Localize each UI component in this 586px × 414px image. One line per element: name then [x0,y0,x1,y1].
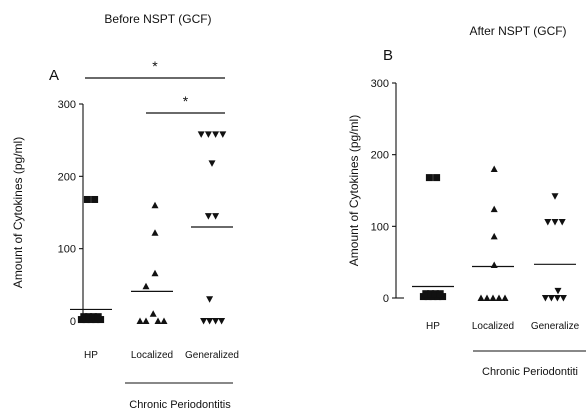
data-point [425,174,433,182]
data-point [489,294,497,301]
data-point [551,193,559,200]
x-tick-label: HP [426,321,440,332]
data-point [149,310,157,317]
data-point [154,317,162,324]
significance-star: * [152,58,158,74]
data-point [160,317,168,324]
data-point [558,219,566,226]
y-tick-label: 200 [371,150,389,162]
data-point [218,318,226,325]
y-axis-label: Amount of Cytokines (pg/ml) [11,137,25,288]
data-point [547,295,555,302]
panel-label: B [383,47,393,64]
data-point [436,290,444,298]
data-point [197,131,205,138]
y-tick-label: 100 [58,244,76,256]
data-point [89,313,97,321]
x-tick-label: Generalize [531,321,580,332]
data-point [208,160,216,167]
y-tick-label: 100 [371,221,389,233]
data-point [206,296,214,303]
data-point [151,229,159,236]
data-point [212,318,220,325]
data-point [142,317,150,324]
panel-label: A [49,67,59,84]
data-point [94,313,102,321]
data-point [151,269,159,277]
data-point [495,294,503,301]
data-point [136,317,144,324]
data-point [80,313,88,321]
data-point [544,219,552,226]
y-tick-label: 0 [70,316,76,328]
data-point [212,131,220,138]
significance-star: * [183,93,189,109]
y-tick-label: 300 [58,99,76,111]
data-point [91,195,99,203]
data-point [204,213,212,220]
y-tick-label: 0 [383,293,389,305]
panel-A: Before NSPT (GCF) A 0 100 200 300 Amount of Cy… [11,12,239,411]
y-tick-label: 300 [371,78,389,90]
data-point [554,287,562,295]
chart-title: Before NSPT (GCF) [104,12,211,26]
data-point [151,201,159,209]
x-tick-label: Localized [472,321,514,332]
y-tick-label: 200 [58,171,76,183]
data-point [422,290,430,298]
data-point [85,313,93,321]
x-tick-label: Localized [131,350,173,361]
group-label: Chronic Periodontiti [482,366,578,378]
data-point [559,295,567,302]
data-point [431,290,439,298]
data-point [200,318,208,325]
data-point [551,219,559,226]
group-label: Chronic Periodontitis [129,399,231,411]
data-point [219,131,227,138]
data-point [427,290,435,298]
panel-B: After NSPT (GCF) B 0 100 200 300 Amount of Cyt… [347,24,586,378]
data-point [204,131,212,138]
data-point [490,205,498,213]
data-point [501,294,509,301]
data-point [83,195,91,203]
y-axis-label: Amount of Cytokines (pg/ml) [347,115,361,266]
data-point [490,232,498,240]
data-point [433,174,441,182]
x-tick-label: HP [84,350,98,361]
data-point [541,295,549,302]
data-point [212,213,220,220]
data-point [142,282,150,290]
data-point [477,294,485,301]
data-point [490,165,498,172]
data-point [483,294,491,301]
chart-title: After NSPT (GCF) [469,24,566,38]
x-tick-label: Generalized [185,350,239,361]
data-point [553,295,561,302]
data-point [206,318,214,325]
